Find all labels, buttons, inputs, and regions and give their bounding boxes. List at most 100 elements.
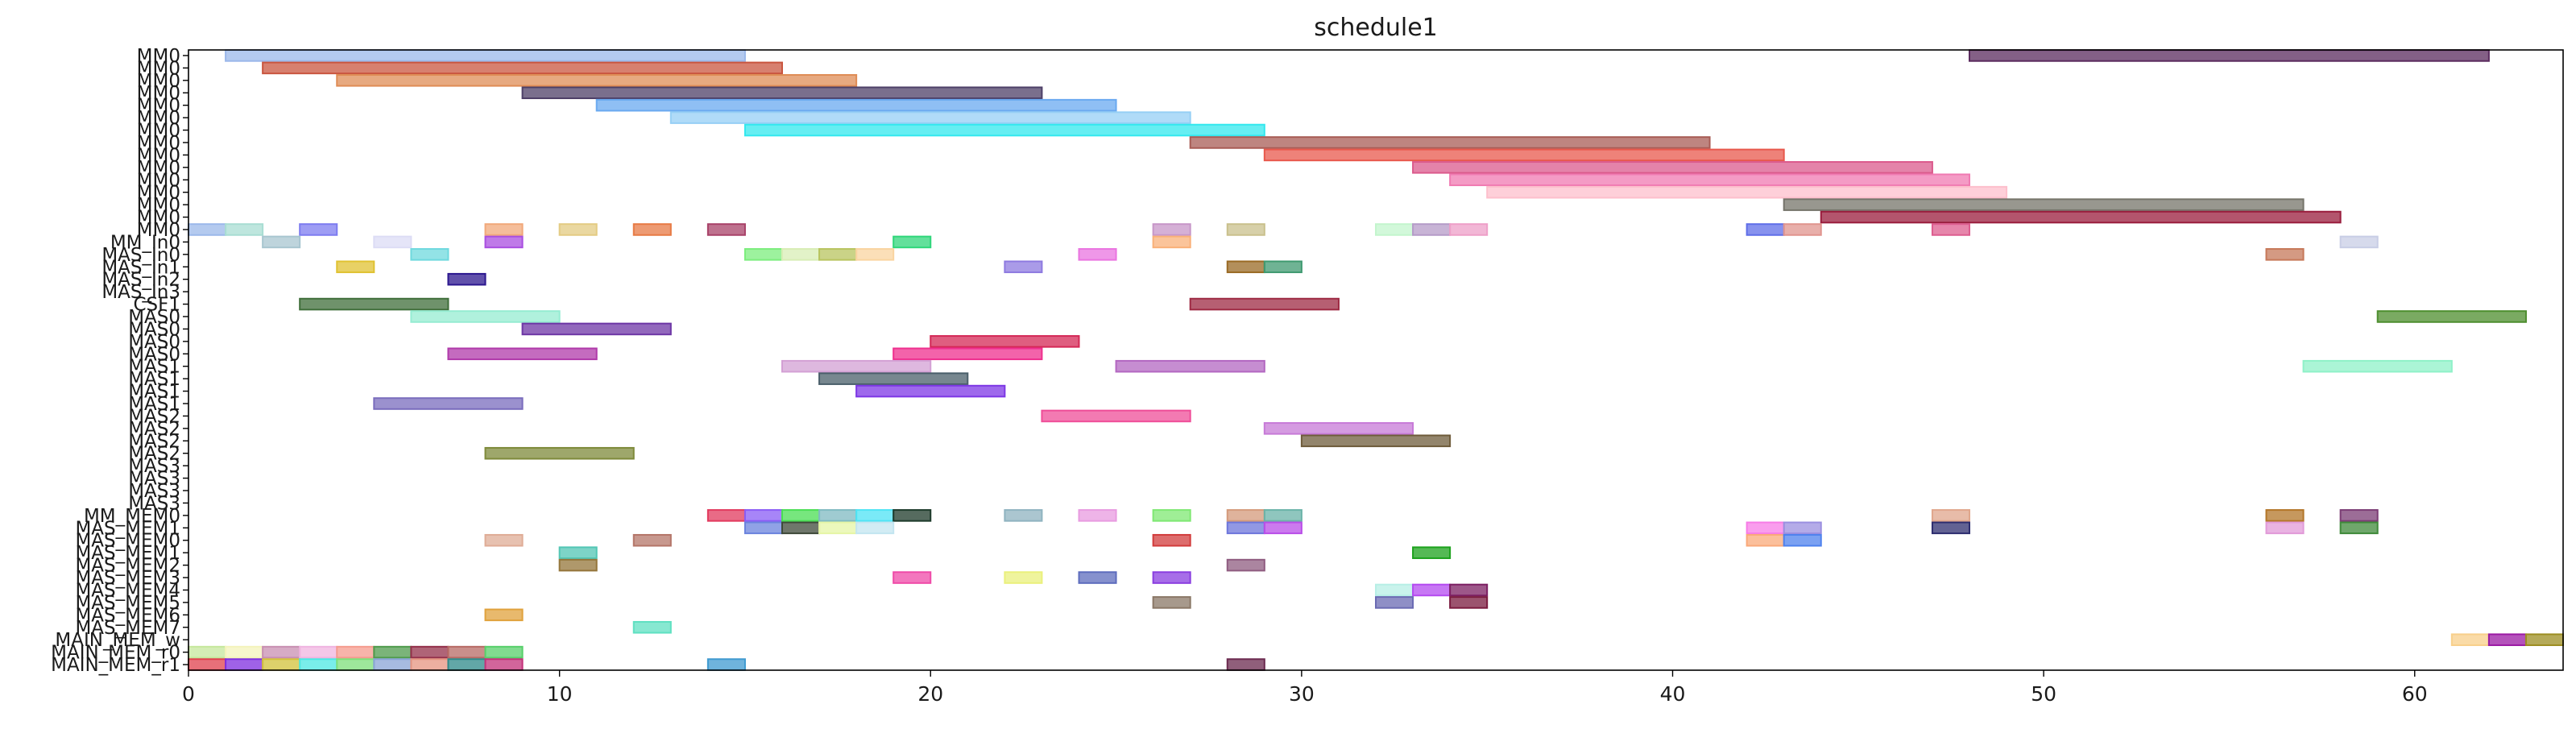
task-bar bbox=[1412, 161, 1933, 174]
task-bar bbox=[1375, 223, 1414, 236]
x-tick-label: 20 bbox=[917, 682, 943, 706]
task-bar bbox=[1969, 49, 2490, 62]
task-bar bbox=[225, 49, 746, 62]
y-tick-label: MAS2 bbox=[128, 406, 180, 427]
y-tick-label: MAS_In2 bbox=[101, 270, 180, 291]
task-bar bbox=[410, 310, 561, 323]
task-bar bbox=[1226, 509, 1265, 522]
task-bar bbox=[892, 509, 932, 522]
task-bar bbox=[595, 98, 1117, 112]
task-bar bbox=[1004, 260, 1043, 274]
task-bar bbox=[558, 223, 598, 236]
task-bar bbox=[1263, 148, 1785, 162]
y-tick-label: MAIN_MEM_r1 bbox=[51, 655, 180, 676]
task-bar bbox=[188, 223, 227, 236]
y-tick-label: MAS0 bbox=[128, 307, 180, 328]
y-tick-label: MAS1 bbox=[128, 394, 180, 415]
y-tick-label: MAS2 bbox=[128, 431, 180, 452]
task-bar bbox=[930, 335, 1080, 348]
task-bar bbox=[1189, 136, 1711, 149]
task-bar bbox=[1152, 533, 1191, 547]
y-tick-label: MM0 bbox=[137, 170, 180, 191]
task-bar bbox=[1152, 596, 1191, 609]
task-bar bbox=[632, 620, 672, 634]
task-bar bbox=[484, 658, 524, 671]
task-bar bbox=[1263, 521, 1302, 535]
task-bar bbox=[1004, 509, 1043, 522]
y-tick-label: MAS0 bbox=[128, 319, 180, 340]
task-bar bbox=[1746, 533, 1785, 547]
task-bar bbox=[188, 658, 227, 671]
task-bar bbox=[1115, 359, 1265, 373]
task-bar bbox=[1226, 521, 1265, 535]
task-bar bbox=[1412, 583, 1452, 597]
task-bar bbox=[262, 658, 301, 671]
task-bar bbox=[632, 223, 672, 236]
task-bar bbox=[1412, 546, 1452, 559]
task-bar bbox=[1783, 521, 1822, 535]
task-bar bbox=[484, 235, 524, 249]
task-bar bbox=[521, 322, 672, 336]
task-bar bbox=[855, 248, 895, 261]
task-bar bbox=[336, 260, 375, 274]
task-bar bbox=[743, 123, 1265, 137]
y-tick-label: MM0 bbox=[137, 83, 180, 104]
x-tick-label: 10 bbox=[547, 682, 573, 706]
task-bar bbox=[2339, 235, 2379, 249]
y-tick-label: MAS3 bbox=[128, 481, 180, 502]
y-tick-label: MAS_In0 bbox=[101, 245, 180, 266]
task-bar bbox=[1263, 509, 1302, 522]
y-tick-label: MAS_MEM7 bbox=[75, 618, 180, 639]
y-tick-label: MAS1 bbox=[128, 382, 180, 403]
task-bar bbox=[299, 658, 338, 671]
task-bar bbox=[336, 645, 375, 659]
y-tick-label: MAS_MEM0 bbox=[75, 531, 180, 552]
task-bar bbox=[447, 645, 487, 659]
task-bar bbox=[781, 248, 821, 261]
task-bar bbox=[818, 521, 858, 535]
y-tick-label: CSF1 bbox=[133, 295, 180, 316]
task-bar bbox=[336, 74, 858, 87]
task-bar bbox=[336, 658, 375, 671]
task-bar bbox=[410, 248, 449, 261]
y-tick-label: MAS_MEM1 bbox=[75, 543, 180, 564]
task-bar bbox=[447, 658, 487, 671]
task-bar bbox=[2265, 509, 2305, 522]
task-bar bbox=[1746, 521, 1785, 535]
task-bar bbox=[855, 509, 895, 522]
task-bar bbox=[262, 61, 783, 75]
y-tick-label: MAS1 bbox=[128, 357, 180, 378]
task-bar bbox=[484, 533, 524, 547]
task-bar bbox=[484, 645, 524, 659]
task-bar bbox=[484, 608, 524, 622]
y-tick-label: MM_MEM0 bbox=[84, 506, 180, 527]
x-tick-label: 30 bbox=[1289, 682, 1315, 706]
task-bar bbox=[1412, 223, 1452, 236]
task-bar bbox=[1078, 509, 1117, 522]
y-tick-label: MAS3 bbox=[128, 469, 180, 490]
task-bar bbox=[2265, 521, 2305, 535]
task-bar bbox=[632, 533, 672, 547]
task-bar bbox=[818, 248, 858, 261]
y-tick-label: MM0 bbox=[137, 183, 180, 204]
y-tick-label: MM0 bbox=[137, 195, 180, 216]
x-tick-label: 0 bbox=[182, 682, 195, 706]
task-bar bbox=[1449, 223, 1489, 236]
y-tick-label: MM0 bbox=[137, 71, 180, 92]
y-tick-label: MAS2 bbox=[128, 419, 180, 440]
task-bar bbox=[447, 347, 598, 361]
task-bar bbox=[1486, 185, 2008, 199]
task-bar bbox=[1820, 210, 2342, 224]
y-tick-label: MM0 bbox=[137, 133, 180, 154]
task-bar bbox=[1931, 509, 1970, 522]
task-bar bbox=[521, 86, 1043, 100]
y-tick-label: MM_In0 bbox=[110, 232, 180, 253]
y-tick-label: MAS_In3 bbox=[101, 282, 180, 303]
task-bar bbox=[225, 223, 264, 236]
y-tick-label: MM0 bbox=[137, 46, 180, 67]
task-bar bbox=[781, 521, 821, 535]
task-bar bbox=[2265, 248, 2305, 261]
task-bar bbox=[1263, 260, 1302, 274]
task-bar bbox=[373, 658, 412, 671]
task-bar bbox=[1078, 248, 1117, 261]
